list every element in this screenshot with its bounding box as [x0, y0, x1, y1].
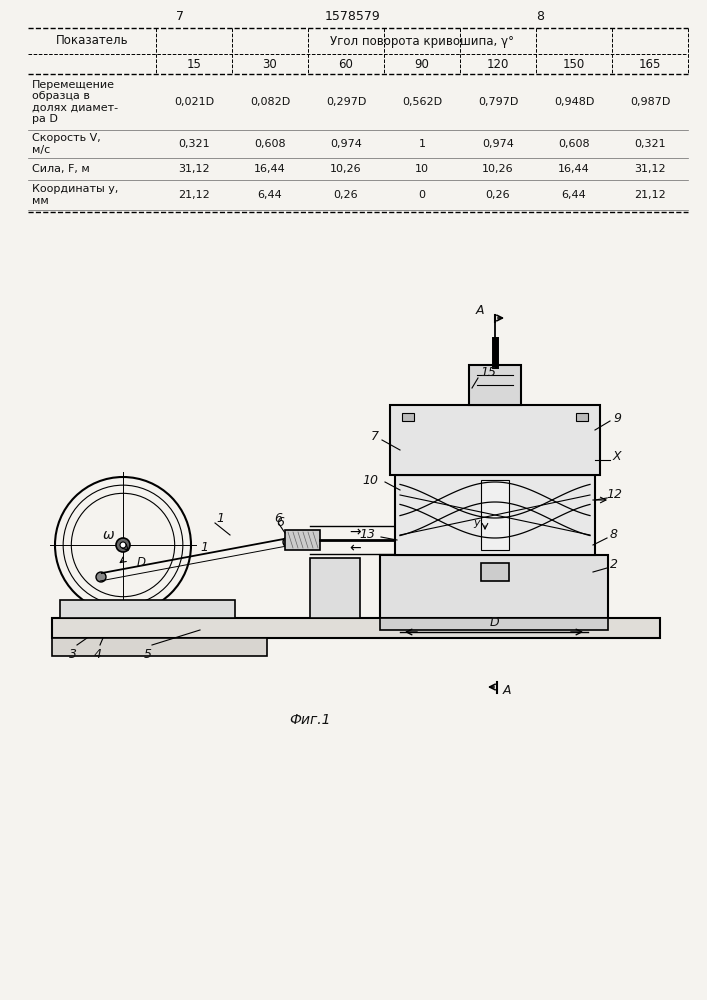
- Circle shape: [120, 542, 126, 548]
- Text: 6,44: 6,44: [257, 190, 282, 200]
- Text: 0,297D: 0,297D: [326, 97, 366, 107]
- Bar: [469, 365, 521, 405]
- Text: 15: 15: [480, 365, 496, 378]
- Text: 150: 150: [563, 57, 585, 70]
- Text: 9: 9: [613, 412, 621, 424]
- Text: 6,44: 6,44: [561, 190, 586, 200]
- Text: 0,562D: 0,562D: [402, 97, 442, 107]
- Bar: [310, 558, 360, 618]
- Bar: [481, 563, 509, 581]
- Text: 31,12: 31,12: [634, 164, 666, 174]
- Circle shape: [283, 537, 293, 547]
- Bar: [576, 413, 588, 421]
- Text: 10: 10: [362, 474, 378, 487]
- Text: A: A: [503, 684, 511, 696]
- Text: 2: 2: [610, 558, 618, 572]
- Text: 1578579: 1578579: [325, 10, 381, 23]
- Text: ←: ←: [349, 541, 361, 555]
- Text: 21,12: 21,12: [178, 190, 210, 200]
- Text: D: D: [489, 615, 499, 629]
- Text: 10,26: 10,26: [330, 164, 362, 174]
- Bar: [390, 405, 600, 475]
- Text: 60: 60: [339, 57, 354, 70]
- Text: X: X: [613, 450, 621, 464]
- Text: 0,797D: 0,797D: [478, 97, 518, 107]
- Text: 1: 1: [419, 139, 426, 149]
- Text: 13: 13: [359, 528, 375, 542]
- Text: 165: 165: [639, 57, 661, 70]
- Text: 8: 8: [536, 10, 544, 23]
- Text: 7: 7: [371, 430, 379, 444]
- Bar: [380, 618, 608, 630]
- Text: 0,974: 0,974: [330, 139, 362, 149]
- Text: 0,987D: 0,987D: [630, 97, 670, 107]
- Text: 0,26: 0,26: [334, 190, 358, 200]
- Text: 0: 0: [419, 190, 426, 200]
- Text: 90: 90: [414, 57, 429, 70]
- Text: Показатель: Показатель: [56, 34, 128, 47]
- Circle shape: [116, 538, 130, 552]
- Text: 0,021D: 0,021D: [174, 97, 214, 107]
- Bar: [60, 600, 235, 618]
- Text: 5: 5: [144, 648, 152, 662]
- Text: 31,12: 31,12: [178, 164, 210, 174]
- Text: 1: 1: [216, 512, 224, 524]
- Text: D: D: [136, 556, 146, 570]
- Bar: [103, 620, 143, 628]
- Text: Скорость V,
м/с: Скорость V, м/с: [32, 133, 101, 155]
- Text: 7: 7: [176, 10, 184, 23]
- Text: 16,44: 16,44: [558, 164, 590, 174]
- Text: 0,608: 0,608: [255, 139, 286, 149]
- Text: →: →: [349, 525, 361, 539]
- Text: Координаты y,
мм: Координаты y, мм: [32, 184, 118, 206]
- Text: A: A: [476, 304, 484, 316]
- Bar: [402, 413, 414, 421]
- Text: 120: 120: [487, 57, 509, 70]
- Text: 0,948D: 0,948D: [554, 97, 594, 107]
- Text: 6: 6: [276, 516, 284, 528]
- Text: $\omega$: $\omega$: [102, 528, 115, 542]
- Text: 3: 3: [69, 648, 77, 662]
- Text: 6: 6: [274, 512, 282, 524]
- Text: Угол поворота кривошипа, γ°: Угол поворота кривошипа, γ°: [330, 34, 514, 47]
- Bar: [52, 638, 267, 656]
- Text: 10,26: 10,26: [482, 164, 514, 174]
- Bar: [285, 530, 320, 550]
- Bar: [481, 480, 509, 550]
- Text: 0,321: 0,321: [178, 139, 210, 149]
- Circle shape: [96, 572, 106, 582]
- Text: 1: 1: [201, 541, 209, 554]
- Bar: [52, 618, 660, 638]
- Text: 10: 10: [415, 164, 429, 174]
- Text: 16,44: 16,44: [254, 164, 286, 174]
- Bar: [98, 608, 148, 620]
- Text: Перемещение
образца в
долях диамет-
ра D: Перемещение образца в долях диамет- ра D: [32, 80, 118, 124]
- Text: 0,608: 0,608: [559, 139, 590, 149]
- Text: Фиг.1: Фиг.1: [289, 713, 331, 727]
- Text: 4: 4: [94, 648, 102, 662]
- Text: 0,321: 0,321: [634, 139, 666, 149]
- Bar: [395, 475, 595, 555]
- Text: Сила, F, м: Сила, F, м: [32, 164, 90, 174]
- Text: 0,26: 0,26: [486, 190, 510, 200]
- Text: 15: 15: [187, 57, 201, 70]
- Text: 0,082D: 0,082D: [250, 97, 290, 107]
- Text: 30: 30: [262, 57, 277, 70]
- Text: 12: 12: [606, 488, 622, 502]
- Text: 0,974: 0,974: [482, 139, 514, 149]
- Text: y: y: [474, 518, 480, 528]
- Bar: [380, 555, 608, 618]
- Text: 21,12: 21,12: [634, 190, 666, 200]
- Text: 8: 8: [610, 528, 618, 542]
